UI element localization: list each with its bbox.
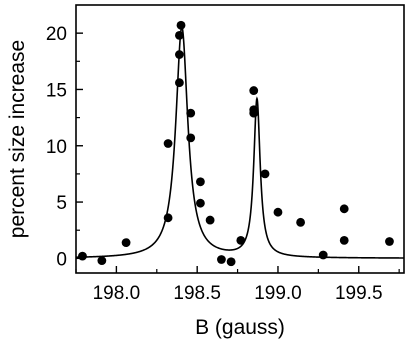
y-tick-label: 15 bbox=[46, 80, 67, 101]
y-tick-label: 0 bbox=[56, 249, 67, 270]
data-point bbox=[273, 207, 283, 217]
data-point bbox=[175, 78, 184, 88]
data-point bbox=[78, 251, 87, 261]
data-point bbox=[186, 133, 196, 143]
x-tick-label: 199.5 bbox=[335, 283, 383, 304]
data-point bbox=[385, 237, 394, 246]
y-tick-label: 5 bbox=[56, 193, 67, 214]
data-point bbox=[217, 255, 226, 264]
data-point bbox=[163, 139, 173, 148]
x-tick-label: 199.0 bbox=[254, 283, 302, 304]
plot-frame bbox=[75, 4, 405, 274]
data-point bbox=[176, 20, 186, 30]
data-point bbox=[236, 235, 246, 245]
data-point bbox=[97, 256, 107, 266]
y-axis-label: percent size increase bbox=[6, 40, 29, 238]
plot-layer bbox=[76, 20, 404, 267]
fit-curve bbox=[76, 25, 404, 259]
data-point bbox=[175, 31, 184, 40]
data-point bbox=[175, 50, 184, 59]
y-tick-label: 10 bbox=[46, 137, 67, 158]
data-point bbox=[339, 204, 349, 214]
x-tick-label: 198.5 bbox=[173, 283, 221, 304]
data-point bbox=[318, 250, 328, 260]
data-point bbox=[186, 108, 196, 118]
data-point bbox=[249, 86, 259, 95]
ticks-layer: 198.0 198.5 199.0 199.5 0 5 10 15 20 bbox=[46, 24, 400, 304]
data-point bbox=[260, 169, 270, 179]
x-axis-label: B (gauss) bbox=[195, 316, 285, 339]
data-point bbox=[163, 213, 173, 223]
data-point bbox=[226, 257, 236, 267]
x-tick-label: 198.0 bbox=[93, 283, 141, 304]
data-point bbox=[196, 177, 205, 187]
y-tick-label: 20 bbox=[46, 24, 67, 45]
data-point bbox=[296, 217, 305, 227]
data-point bbox=[249, 108, 259, 118]
data-point bbox=[196, 198, 205, 208]
data-point bbox=[121, 238, 131, 248]
data-point bbox=[339, 235, 349, 245]
data-point bbox=[205, 215, 215, 225]
